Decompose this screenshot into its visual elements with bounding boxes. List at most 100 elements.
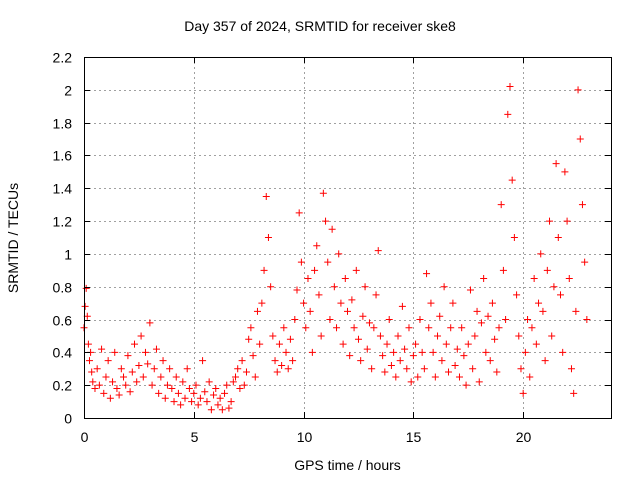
data-point	[275, 340, 283, 348]
data-point	[177, 401, 185, 409]
data-point	[144, 360, 152, 368]
data-point	[196, 394, 204, 402]
data-point	[530, 275, 538, 283]
data-point	[521, 348, 529, 356]
data-point	[104, 357, 112, 365]
data-point	[469, 365, 477, 373]
data-point	[363, 345, 371, 353]
data-point	[194, 401, 202, 409]
y-tick-label: 1.4	[53, 181, 73, 197]
data-point	[166, 365, 174, 373]
data-point	[273, 368, 281, 376]
data-point	[440, 283, 448, 291]
data-point	[141, 348, 149, 356]
data-point	[359, 312, 367, 320]
data-point	[81, 302, 89, 310]
data-point	[311, 266, 319, 274]
y-tick-label: 2	[64, 83, 72, 99]
data-point	[335, 250, 343, 258]
data-point	[128, 368, 136, 376]
data-point	[337, 299, 345, 307]
data-point	[326, 316, 334, 324]
data-point	[85, 357, 93, 365]
data-point	[379, 352, 387, 360]
data-point	[207, 406, 215, 414]
y-tick-label: 1.2	[53, 214, 73, 230]
data-point	[295, 209, 303, 217]
data-point	[120, 373, 128, 381]
data-point	[333, 324, 341, 332]
data-point	[322, 217, 330, 225]
data-point	[234, 365, 242, 373]
data-point	[403, 365, 411, 373]
data-point	[412, 340, 420, 348]
data-point	[328, 225, 336, 233]
y-tick-label: 0.2	[53, 378, 73, 394]
data-point	[537, 250, 545, 258]
data-point	[131, 340, 139, 348]
data-point	[260, 266, 268, 274]
data-point	[278, 361, 286, 369]
data-point	[150, 365, 158, 373]
data-point	[352, 266, 360, 274]
data-point	[152, 345, 160, 353]
y-tick-label: 0.4	[53, 345, 73, 361]
data-point	[225, 404, 233, 412]
data-point	[462, 381, 470, 389]
data-point	[221, 389, 229, 397]
data-point	[212, 384, 220, 392]
data-point	[390, 348, 398, 356]
data-point	[510, 234, 518, 241]
data-point	[405, 324, 413, 332]
data-point	[572, 307, 580, 315]
data-point	[269, 332, 277, 340]
data-point	[109, 378, 117, 386]
data-point	[453, 345, 461, 353]
data-point	[344, 307, 351, 315]
data-point	[425, 324, 433, 332]
data-point	[365, 319, 373, 327]
data-point	[262, 192, 270, 200]
data-point	[385, 316, 393, 324]
data-point	[346, 352, 354, 360]
data-point	[370, 324, 378, 332]
data-point	[183, 365, 191, 373]
data-point	[559, 348, 567, 356]
data-point	[210, 391, 218, 399]
data-point	[253, 307, 261, 315]
data-point	[567, 365, 575, 373]
data-point	[491, 335, 499, 343]
x-tick-label: 15	[406, 429, 422, 445]
data-point	[493, 368, 501, 376]
data-point	[508, 176, 516, 184]
data-point	[227, 398, 235, 406]
data-point	[429, 348, 437, 356]
data-point	[84, 340, 92, 348]
data-point	[115, 391, 123, 399]
data-point	[170, 398, 178, 406]
data-point	[383, 340, 391, 348]
data-point	[578, 201, 586, 209]
data-point	[139, 373, 147, 381]
data-point	[556, 291, 564, 299]
data-point	[460, 352, 468, 360]
data-point	[517, 365, 525, 373]
data-point	[407, 378, 415, 386]
y-tick-label: 0.6	[53, 313, 73, 329]
data-point	[199, 357, 207, 365]
data-point	[229, 378, 237, 386]
data-point	[218, 406, 226, 414]
data-point	[506, 83, 514, 91]
data-point	[482, 348, 490, 356]
data-point	[464, 340, 472, 348]
data-point	[111, 348, 119, 356]
data-point	[442, 340, 450, 348]
data-point	[300, 299, 308, 307]
data-point	[172, 373, 180, 381]
data-point	[122, 381, 130, 389]
data-point	[205, 378, 213, 386]
data-point	[357, 357, 365, 365]
data-point	[297, 258, 305, 266]
data-point	[155, 389, 163, 397]
data-point	[137, 332, 145, 340]
